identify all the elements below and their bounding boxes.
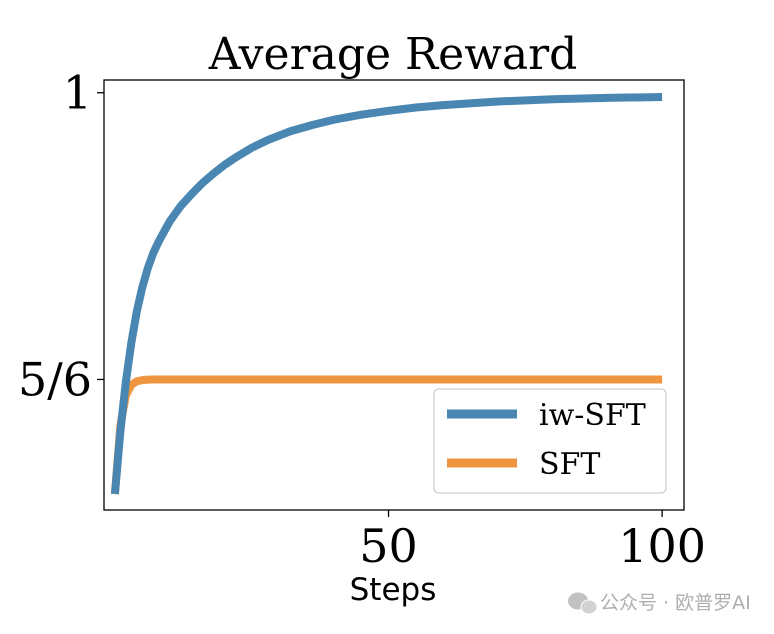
x-tick-label: 100 <box>618 519 706 573</box>
legend-label-iw-sft: iw-SFT <box>539 398 646 433</box>
y-tick-label: 5/6 <box>18 352 92 406</box>
plot-frame <box>103 79 685 511</box>
x-tick-label: 50 <box>359 519 418 573</box>
series-layer <box>110 93 663 495</box>
x-axis-label: Steps <box>350 572 437 608</box>
plot-area: 50 100 1 5/6 <box>18 66 706 573</box>
ticks-layer: 50 100 1 5/6 <box>18 66 706 573</box>
y-tick-label: 1 <box>63 66 92 120</box>
series-line-sft <box>110 375 663 495</box>
legend-label-sft: SFT <box>539 447 600 482</box>
chart-title: Average Reward <box>208 29 578 80</box>
watermark-text: 公众号 · 欧普罗AI <box>600 592 751 614</box>
legend: iw-SFT SFT <box>433 388 667 494</box>
watermark: 公众号 · 欧普罗AI <box>568 592 751 615</box>
series-line-iw-sft <box>110 93 663 495</box>
wechat-icon <box>568 592 598 615</box>
